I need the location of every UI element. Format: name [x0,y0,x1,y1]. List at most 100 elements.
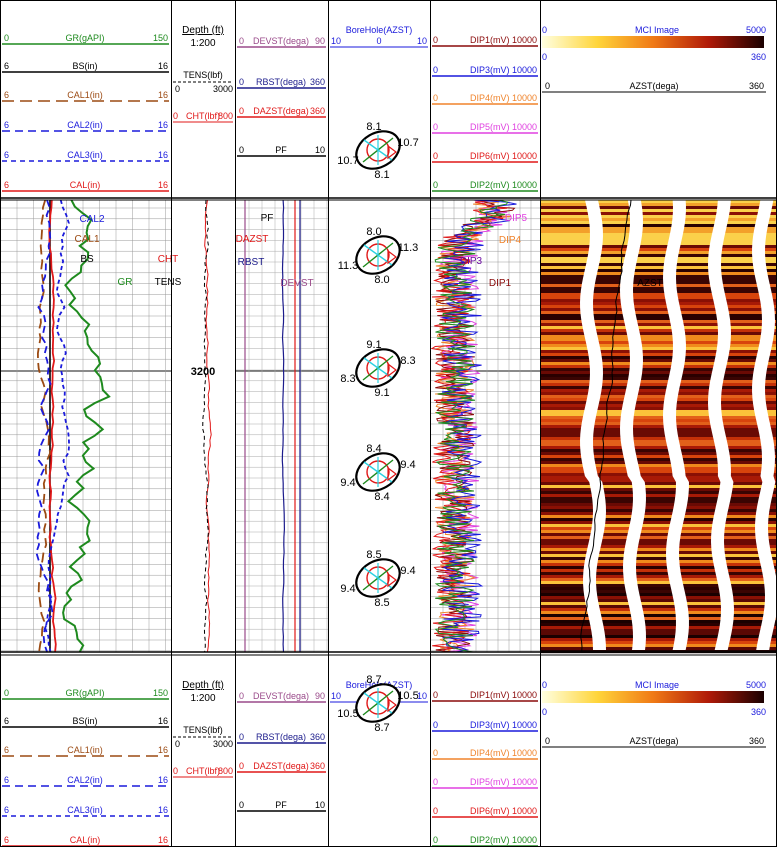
borehole-arrow [387,466,397,482]
image-band [540,230,777,234]
image-band [540,320,777,324]
image-band [540,572,777,576]
curve-name: BS(in) [72,716,97,726]
borehole-right: 8.3 [400,355,415,367]
image-pad-gap [580,200,606,650]
scale-min: 0 [433,806,438,816]
image-band [540,458,777,462]
scale-max: 360 [749,736,764,746]
image-band [540,455,777,459]
curve-label: CAL1 [74,234,99,245]
image-band [540,317,777,321]
scale-max: 150 [153,33,168,43]
curve-label: TENS [155,277,182,288]
image-band [540,257,777,261]
scale-max: 16 [158,120,168,130]
image-band [540,203,777,207]
borehole-left: 8.3 [340,373,355,385]
cht-min: 0 [173,111,178,121]
image-band [540,644,777,648]
image-pad-gap [620,200,646,650]
borehole-left: 9.4 [340,583,355,595]
scale-max: 150 [153,688,168,698]
image-band [540,200,777,204]
scale-min: 0 [542,680,547,690]
borehole-arrow [387,144,397,160]
borehole-top: 8.0 [366,226,381,238]
tens-curve [202,199,210,653]
curve-name: CAL(in) [70,180,101,190]
tens-max: 3000 [213,739,233,749]
curve-label: DIP1(mV) 10000 [470,35,537,45]
tens-name: TENS(lbf) [183,70,223,80]
scale-min: 6 [4,745,9,755]
image-band [540,302,777,306]
borehole-arrow [387,697,397,713]
image-band [540,530,777,534]
image-band [540,434,777,438]
rbst-curve [281,199,286,653]
borehole-left: 10.7 [337,155,358,167]
scale-min: 0 [433,180,438,190]
image-band [540,464,777,468]
image-band [540,620,777,624]
cht-name: CHT(lbf) [186,111,220,121]
curve-name: PF [275,800,287,810]
scale-max: 16 [158,775,168,785]
image-band [540,407,777,411]
scale-max: 16 [158,745,168,755]
image-band [540,614,777,618]
dip-curve-4 [430,199,508,653]
scale-max: 16 [158,61,168,71]
scale-max: 10 [315,145,325,155]
scale-max: 360 [310,761,325,771]
image-band [540,356,777,360]
image-title: MCI Image [635,25,679,35]
image-band [540,272,777,276]
curve-label: DAZST [236,234,269,245]
scale-max: 16 [158,90,168,100]
image-band [540,245,777,249]
image-band [540,485,777,489]
image-band [540,509,777,513]
image-band [540,209,777,213]
log-curves: CAL2 CAL1 BS GR CHT TENS PF DAZST RBST DEVST DIP5 D… [35,199,663,653]
image-band [540,461,777,465]
mci-image-track [540,199,777,654]
image-band [540,371,777,375]
curve-label: DIP2(mV) 10000 [470,180,537,190]
image-band [540,608,777,612]
image-band [540,503,777,507]
image-band [540,422,777,426]
image-band [540,299,777,303]
image-band [540,383,777,387]
image-band [540,227,777,231]
curve-label: DIP2(mV) 10000 [470,835,537,845]
curve-name: BS(in) [72,61,97,71]
scale-min: 0 [239,800,244,810]
scale-min: 0 [239,145,244,155]
image-band [540,326,777,330]
image-band [540,329,777,333]
borehole-left: 11.3 [338,260,359,272]
image-band [540,287,777,291]
curve-name: CAL3(in) [67,805,103,815]
image-band [540,323,777,327]
image-band [540,386,777,390]
borehole-bottom: 8.7 [374,722,389,734]
image-band [540,296,777,300]
image-band [540,374,777,378]
image-band [540,362,777,366]
curve-label: DIP5(mV) 10000 [470,122,537,132]
image-band [540,626,777,630]
borehole-top: 8.5 [366,549,381,561]
curve-label: BS [80,254,94,265]
image-band [540,638,777,642]
scale-min: 10 [331,691,341,701]
image-band [540,554,777,558]
image-band [540,521,777,525]
image-band [540,512,777,516]
curve-name: CAL(in) [70,835,101,845]
curve-name: RBST(dega) [256,732,306,742]
image-band [540,545,777,549]
